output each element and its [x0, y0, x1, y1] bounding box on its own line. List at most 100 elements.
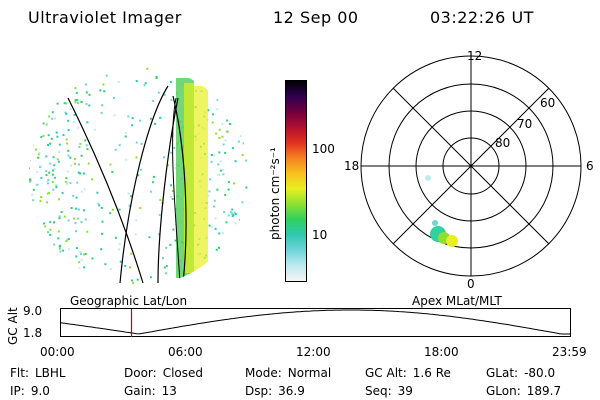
speckle-pixel — [213, 154, 216, 157]
speckle-pixel — [140, 142, 143, 145]
speckle-pixel — [77, 163, 80, 166]
speckle-pixel — [207, 109, 210, 112]
speckle-pixel — [216, 98, 219, 101]
altitude-strip — [60, 308, 571, 337]
speckle-pixel — [87, 162, 90, 165]
speckle-pixel — [70, 278, 73, 281]
speckle-pixel — [245, 186, 248, 189]
speckle-pixel — [118, 243, 121, 246]
speckle-pixel — [245, 83, 248, 86]
speckle-pixel — [74, 99, 77, 102]
speckle-pixel — [170, 80, 172, 83]
speckle-pixel — [124, 135, 127, 138]
speckle-pixel — [63, 102, 66, 105]
speckle-pixel — [40, 240, 43, 243]
speckle-pixel — [191, 66, 194, 67]
polar-label-mlt-left: 18 — [344, 159, 359, 173]
speckle-pixel — [53, 168, 56, 171]
speckle-pixel — [109, 212, 112, 215]
speckle-pixel — [58, 198, 61, 201]
speckle-pixel — [158, 213, 161, 216]
speckle-pixel — [215, 293, 217, 294]
speckle-pixel — [249, 142, 251, 144]
speckle-pixel — [99, 89, 102, 92]
speckle-pixel — [246, 213, 249, 216]
speckle-pixel — [54, 117, 57, 120]
speckle-pixel — [224, 151, 227, 154]
speckle-pixel — [80, 221, 83, 224]
speckle-pixel — [103, 90, 106, 93]
speckle-pixel — [105, 74, 108, 77]
speckle-pixel — [28, 61, 30, 63]
speckle-pixel — [46, 180, 49, 183]
info-label: GLat: — [486, 366, 519, 380]
speckle-pixel — [31, 193, 34, 196]
speckle-pixel — [240, 60, 242, 62]
speckle-pixel — [53, 86, 56, 89]
emission-blob — [432, 220, 438, 226]
speckle-pixel — [245, 75, 248, 78]
speckle-pixel — [190, 73, 193, 76]
speckle-pixel — [56, 158, 59, 161]
speckle-pixel — [45, 261, 47, 264]
speckle-pixel — [35, 276, 38, 279]
speckle-pixel — [113, 114, 116, 117]
speckle-pixel — [203, 268, 206, 271]
speckle-pixel — [169, 243, 172, 246]
speckle-pixel — [47, 231, 49, 234]
info-field: GLon: 189.7 — [486, 384, 561, 398]
speckle-pixel — [31, 241, 34, 243]
speckle-pixel — [163, 93, 166, 96]
speckle-pixel — [239, 219, 242, 221]
speckle-pixel — [255, 196, 257, 198]
speckle-pixel — [227, 188, 230, 191]
info-value: 13 — [161, 384, 177, 398]
speckle-pixel — [238, 251, 241, 253]
speckle-pixel — [102, 83, 105, 86]
speckle-pixel — [251, 233, 253, 235]
speckle-pixel — [174, 239, 177, 242]
speckle-pixel — [211, 277, 214, 280]
time-label: 06:00 — [168, 345, 203, 359]
speckle-pixel — [34, 258, 37, 261]
speckle-pixel — [202, 275, 205, 278]
speckle-pixel — [53, 243, 55, 246]
speckle-pixel — [148, 236, 151, 239]
colorbar-tick-10: 10 — [312, 228, 328, 242]
speckle-pixel — [175, 61, 177, 63]
speckle-pixel — [67, 129, 70, 132]
speckle-pixel — [170, 196, 173, 199]
speckle-pixel — [74, 101, 77, 104]
speckle-pixel — [67, 269, 70, 272]
speckle-pixel — [29, 122, 31, 125]
speckle-pixel — [219, 284, 222, 286]
speckle-pixel — [72, 194, 75, 197]
info-field: Flt: LBHL — [10, 366, 66, 380]
speckle-pixel — [226, 66, 229, 69]
speckle-pixel — [226, 74, 229, 77]
speckle-pixel — [86, 148, 89, 151]
speckle-pixel — [60, 293, 62, 294]
speckle-pixel — [252, 62, 254, 64]
speckle-pixel — [57, 237, 60, 240]
speckle-pixel — [256, 80, 258, 82]
speckle-pixel — [225, 221, 228, 224]
speckle-pixel — [86, 230, 89, 233]
speckle-pixel — [221, 169, 224, 172]
speckle-pixel — [51, 181, 54, 183]
speckle-pixel — [237, 140, 240, 143]
speckle-pixel — [115, 283, 118, 286]
speckle-pixel — [38, 261, 41, 264]
colorbar-gradient — [286, 81, 306, 281]
speckle-pixel — [159, 116, 162, 119]
speckle-pixel — [40, 106, 43, 109]
speckle-pixel — [49, 287, 51, 289]
speckle-pixel — [216, 108, 219, 111]
speckle-pixel — [68, 275, 71, 277]
speckle-pixel — [64, 284, 67, 286]
speckle-pixel — [249, 58, 251, 60]
speckle-pixel — [49, 162, 52, 165]
speckle-pixel — [256, 153, 258, 155]
speckle-pixel — [70, 164, 72, 167]
